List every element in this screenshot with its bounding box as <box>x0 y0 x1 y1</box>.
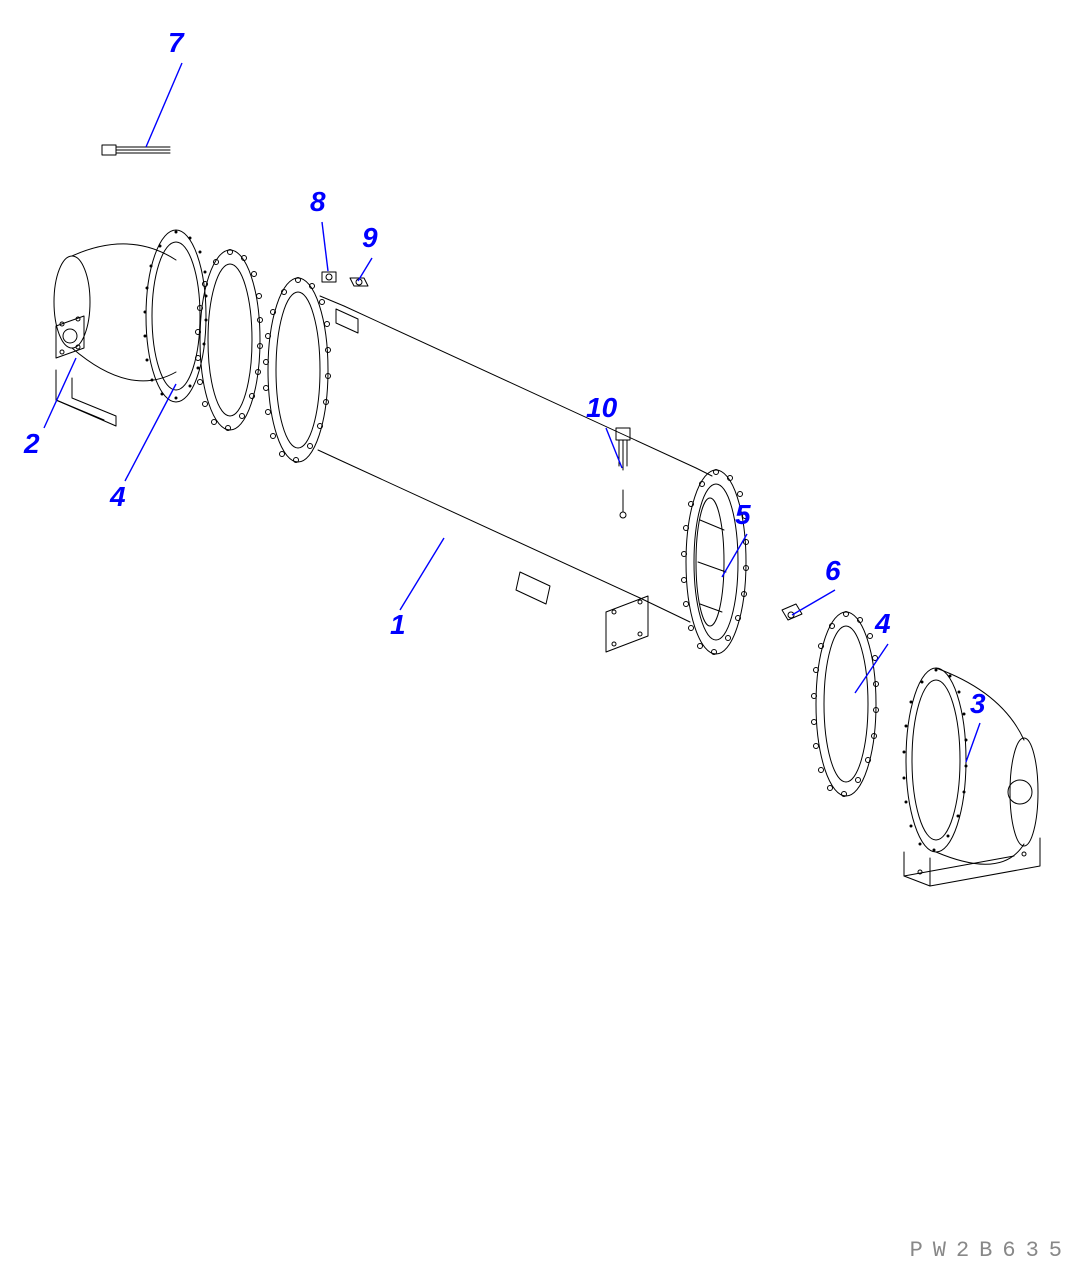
callout-1: 1 <box>390 609 406 641</box>
callout-4a: 4 <box>110 481 126 513</box>
part-bolt-7 <box>102 145 170 155</box>
part-gasket-4-left <box>196 250 263 431</box>
callout-2: 2 <box>24 428 40 460</box>
callout-5: 5 <box>735 499 751 531</box>
callout-10: 10 <box>586 392 617 424</box>
part-shell-1 <box>264 278 749 655</box>
part-plug-6 <box>782 604 802 620</box>
diagram-canvas: 1 2 3 4 4 5 6 7 8 9 10 PW2B635 <box>0 0 1090 1277</box>
part-plug-8 <box>322 272 336 282</box>
part-bonnet-left-2 <box>54 230 208 426</box>
callout-9: 9 <box>362 222 378 254</box>
part-plug-10 <box>616 428 630 518</box>
part-gasket-4-right <box>812 612 879 797</box>
callout-3: 3 <box>970 688 986 720</box>
leader-lines <box>44 63 980 762</box>
drawing-code: PW2B635 <box>910 1238 1072 1263</box>
parts-drawing <box>0 0 1090 1277</box>
callout-8: 8 <box>310 186 326 218</box>
callout-4b: 4 <box>875 608 891 640</box>
callout-7: 7 <box>168 27 184 59</box>
callout-6: 6 <box>825 555 841 587</box>
